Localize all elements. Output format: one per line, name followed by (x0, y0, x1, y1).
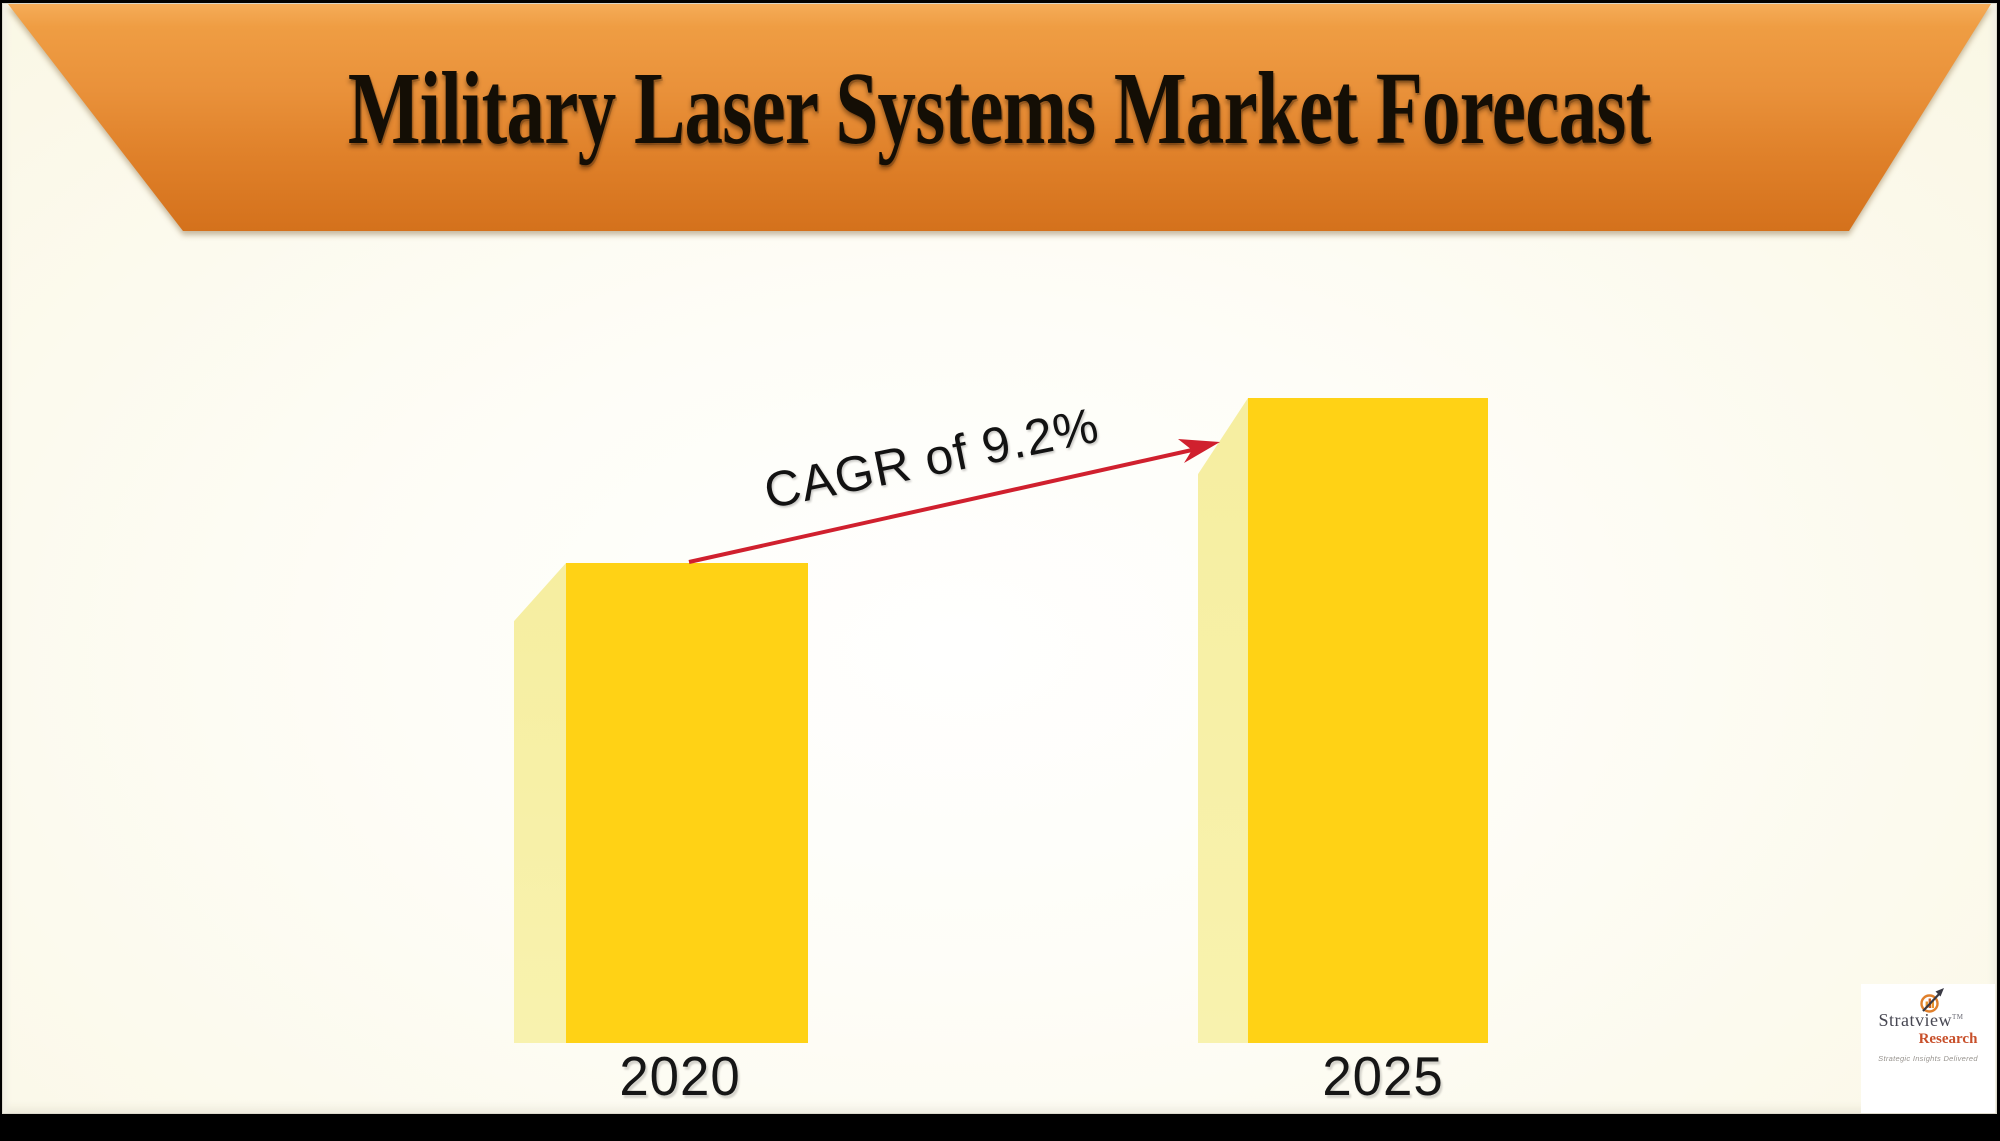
logo-brand-word: Stratview (1878, 1010, 1952, 1030)
title-banner: Military Laser Systems Market Forecast (8, 4, 1991, 231)
bar-2025 (1248, 398, 1488, 1043)
page-title: Military Laser Systems Market Forecast (348, 51, 1651, 166)
logo-brand-text: StratviewTM (1861, 1010, 1981, 1031)
magnifier-chart-icon (1920, 988, 1944, 1013)
logo-research-text: Research (1918, 1031, 1978, 1047)
cagr-annotation: CAGR of 9.2% (759, 396, 1104, 520)
logo-tagline-text: Strategic Insights Delivered (1878, 1054, 1978, 1063)
title-banner-shadow: Military Laser Systems Market Forecast (3, 4, 1996, 238)
slide-panel: Military Laser Systems Market Forecast C… (2, 3, 1997, 1114)
x-axis-label-2020: 2020 (619, 1045, 741, 1107)
bar-2025-side-face (1198, 398, 1248, 1043)
logo-trademark: TM (1952, 1013, 1964, 1021)
bar-2020-side-face (514, 563, 566, 1043)
x-axis-label-2025: 2025 (1322, 1045, 1444, 1107)
stratview-logo: StratviewTM Research Strategic Insights … (1861, 984, 1995, 1113)
bar-2020 (566, 563, 808, 1043)
